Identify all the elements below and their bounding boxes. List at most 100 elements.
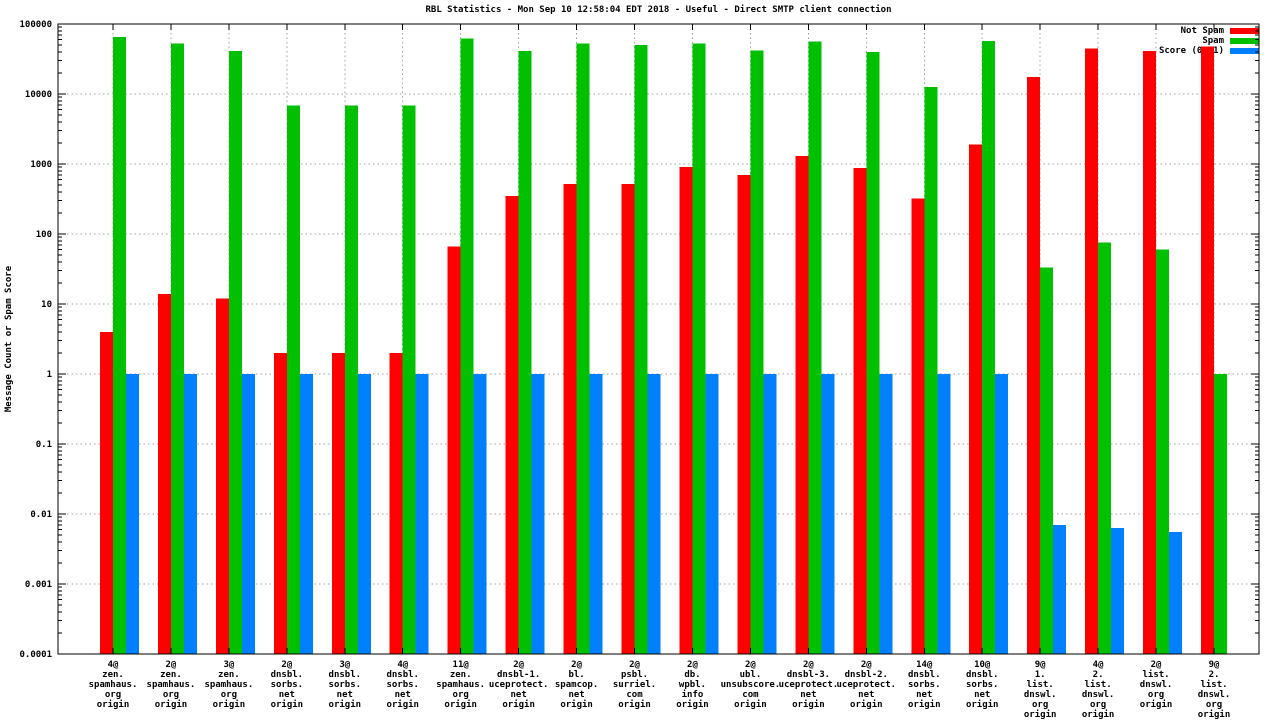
x-category-label: dnsbl-1. [497, 670, 540, 680]
x-category-label: origin [386, 699, 419, 710]
bar-score-0-1-0 [126, 374, 139, 654]
legend-swatch-not-spam-icon [1230, 28, 1259, 34]
x-category-label: org [221, 690, 237, 700]
bar-score-0-1-10 [705, 374, 719, 654]
x-category-label: dnswl. [1140, 680, 1173, 690]
y-tick-label: 100000 [19, 20, 52, 30]
x-category-label: dnswl. [1082, 690, 1115, 700]
x-category-label: info [682, 689, 704, 700]
x-category-label: 11@ [453, 660, 470, 670]
bar-spam-3 [286, 105, 300, 655]
x-category-label: 14@ [916, 660, 933, 670]
x-category-label: 2@ [745, 660, 756, 670]
x-category-label: psbl. [621, 670, 648, 680]
legend-row-score: Score (0..1) [1159, 46, 1259, 56]
x-category-label: list. [1027, 679, 1054, 690]
x-category-label: unsubscore. [721, 680, 781, 690]
x-category-label: net [916, 690, 932, 700]
x-category-label: zen. [160, 670, 182, 680]
bar-score-0-1-17 [1111, 528, 1125, 654]
x-category-label: dnsbl-3. [787, 670, 830, 680]
x-category-label: origin [1082, 709, 1115, 720]
x-category-label: com [742, 690, 759, 700]
x-category-label: bl. [568, 670, 584, 680]
x-category-label: spamhaus. [436, 680, 485, 690]
x-category-label: list. [1085, 679, 1112, 690]
bar-not-spam-11 [737, 174, 751, 654]
bar-not-spam-10 [679, 167, 693, 655]
y-tick-label: 0.0001 [19, 650, 52, 660]
x-category-label: com [626, 690, 643, 700]
bar-spam-17 [1098, 242, 1112, 654]
x-category-label: net [510, 690, 526, 700]
bar-score-0-1-13 [879, 374, 893, 654]
bar-not-spam-14 [911, 198, 925, 654]
x-category-label: 2@ [513, 660, 524, 670]
x-category-label: dnsbl. [908, 670, 941, 680]
bar-not-spam-8 [563, 183, 577, 654]
bar-not-spam-6 [447, 246, 461, 654]
x-category-label: net [858, 690, 874, 700]
bar-not-spam-7 [505, 195, 519, 655]
x-category-label: origin [1024, 709, 1057, 720]
x-category-label: origin [966, 699, 999, 710]
legend-swatch-score-icon [1230, 48, 1259, 54]
x-category-label: 2@ [571, 660, 582, 670]
x-category-label: sorbs. [908, 680, 941, 690]
bar-not-spam-2 [215, 298, 229, 654]
bar-spam-2 [228, 51, 242, 655]
x-category-label: 4@ [108, 660, 119, 670]
bar-spam-8 [576, 43, 590, 655]
x-category-label: 2@ [803, 660, 814, 670]
x-category-label: 3@ [339, 660, 350, 670]
bar-spam-14 [924, 87, 938, 654]
y-tick-label: 0.01 [30, 510, 52, 520]
legend: Not Spam Spam Score (0..1) [1159, 26, 1259, 56]
x-category-label: origin [502, 699, 535, 710]
x-category-label: ubl. [740, 670, 762, 680]
x-category-label: 2. [1209, 670, 1220, 680]
x-category-label: origin [908, 699, 941, 710]
y-tick-label: 0.001 [25, 580, 52, 590]
bar-spam-11 [750, 50, 764, 654]
x-category-label: 3@ [223, 660, 234, 670]
bar-spam-16 [1040, 267, 1054, 654]
bar-score-0-1-1 [183, 374, 197, 654]
x-category-label: org [1148, 690, 1164, 700]
x-category-label: list. [1200, 679, 1227, 690]
bar-spam-4 [344, 105, 358, 655]
x-category-label: net [568, 690, 584, 700]
x-category-label: org [105, 690, 121, 700]
bar-score-0-1-16 [1053, 524, 1067, 654]
x-category-label: sorbs. [966, 680, 999, 690]
x-category-label: 2@ [687, 660, 698, 670]
x-category-label: org [163, 690, 179, 700]
x-category-label: 1. [1035, 670, 1046, 680]
x-category-label: origin [329, 699, 362, 710]
x-category-label: zen. [102, 670, 124, 680]
x-category-label: wpbl. [679, 680, 706, 690]
x-category-label: org [1032, 700, 1048, 710]
x-category-label: surriel. [613, 679, 656, 690]
legend-label-not-spam: Not Spam [1180, 26, 1224, 36]
bar-score-0-1-6 [473, 374, 487, 654]
legend-label-score: Score (0..1) [1158, 46, 1224, 56]
bar-not-spam-0 [100, 331, 113, 654]
bar-spam-9 [634, 45, 648, 655]
x-category-label: dnswl. [1024, 690, 1057, 700]
x-category-label: net [974, 690, 990, 700]
x-category-label: sorbs. [386, 680, 419, 690]
y-tick-label: 10 [41, 300, 52, 310]
x-category-label: org [453, 690, 469, 700]
bar-score-0-1-2 [241, 374, 255, 654]
x-category-label: origin [850, 699, 883, 710]
x-category-label: net [279, 690, 295, 700]
bar-not-spam-9 [621, 183, 635, 654]
bar-score-0-1-18 [1169, 532, 1183, 654]
bar-spam-12 [808, 41, 822, 655]
x-category-label: list. [1143, 669, 1170, 680]
bar-spam-5 [402, 105, 416, 655]
x-category-label: origin [618, 699, 651, 710]
x-category-label: org [1206, 700, 1222, 710]
